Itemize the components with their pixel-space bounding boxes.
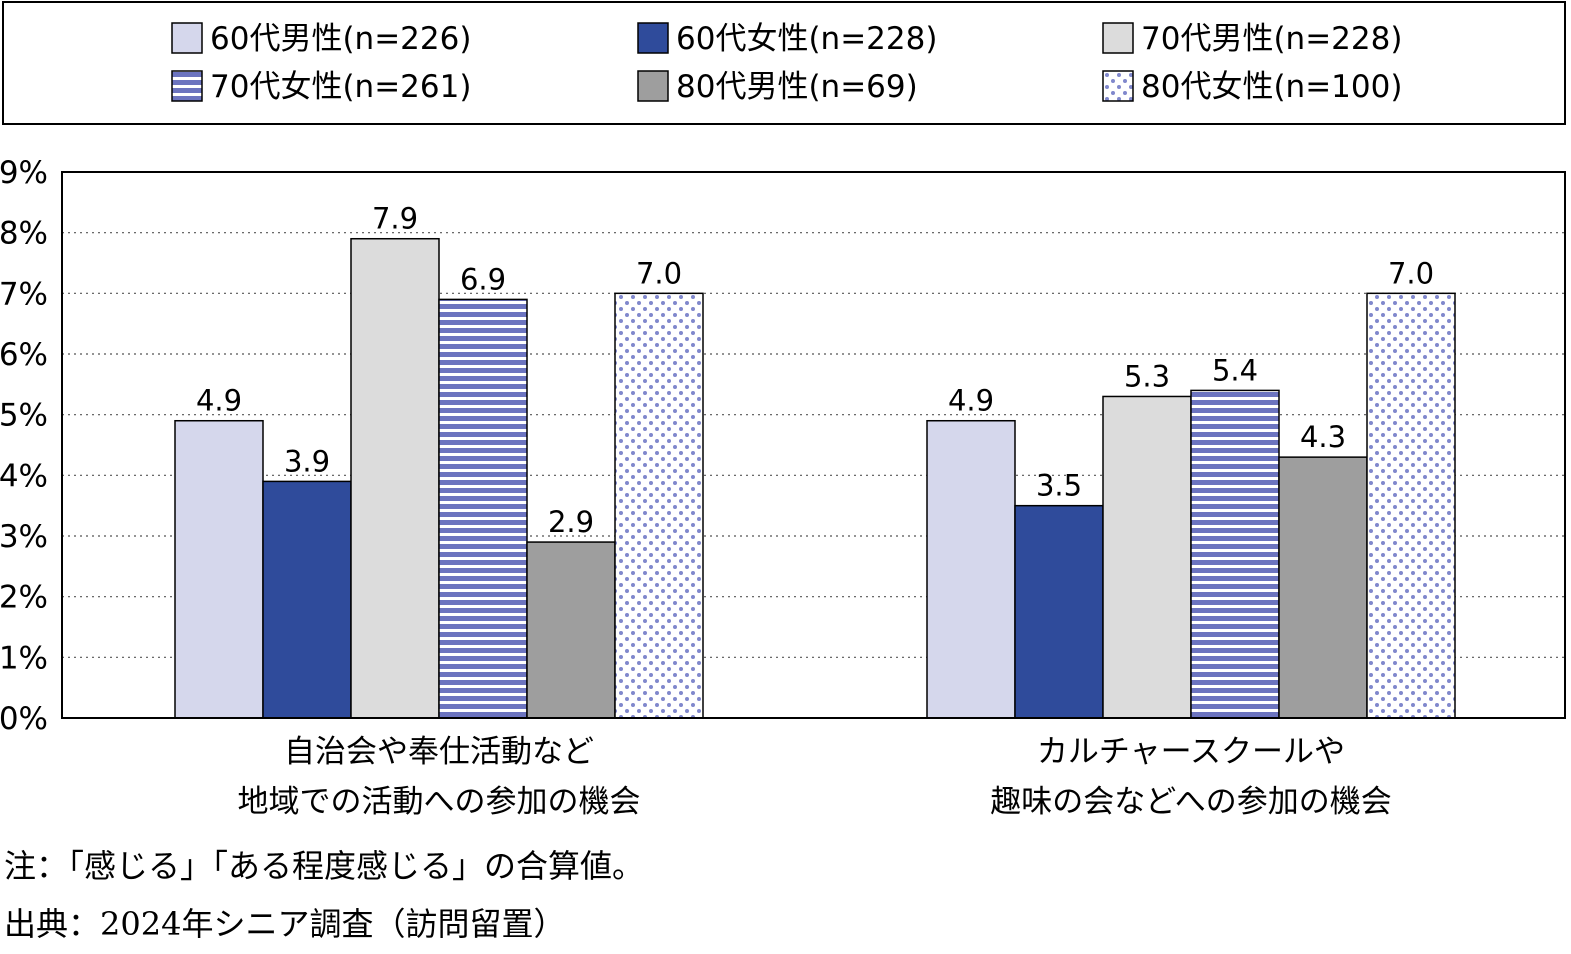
- bar-chart: 60代男性(n=226) 60代女性(n=228) 70代男性(n=228) 70代女…: [0, 1, 1566, 820]
- bar: [1366, 292, 1456, 719]
- bar: [1102, 395, 1192, 719]
- y-tick-label: 9%: [0, 155, 48, 191]
- bar: [614, 292, 704, 719]
- data-label: 6.9: [460, 262, 506, 296]
- y-tick-label: 5%: [0, 398, 48, 434]
- legend-label: 60代女性(n=228): [676, 21, 937, 57]
- data-label: 4.3: [1300, 420, 1346, 454]
- legend-swatch: [1102, 22, 1134, 54]
- legend-label: 70代女性(n=261): [210, 69, 471, 105]
- data-label: 3.5: [1036, 469, 1082, 503]
- legend-label: 80代男性(n=69): [676, 69, 918, 105]
- legend-box: [2, 1, 1566, 125]
- data-label: 7.9: [372, 202, 418, 236]
- data-label: 5.4: [1212, 353, 1258, 387]
- source-text: 出典：2024年シニア調査（訪問留置）: [4, 905, 566, 943]
- x-category-label: 自治会や奉仕活動など: [284, 734, 594, 770]
- y-tick-label: 8%: [0, 216, 48, 252]
- data-label: 2.9: [548, 505, 594, 539]
- bar: [1278, 456, 1368, 719]
- legend-label: 70代男性(n=228): [1141, 21, 1402, 57]
- y-tick-label: 3%: [0, 519, 48, 555]
- y-tick-label: 1%: [0, 640, 48, 676]
- data-label: 7.0: [1388, 256, 1434, 290]
- gridlines: [62, 232, 1565, 658]
- data-labels: 4.9 4.9 3.9 3.5 7.9 5.3 6.9 5.4 2.9 4.3 7.0 7.0: [196, 202, 1434, 539]
- y-tick-label: 7%: [0, 276, 48, 312]
- bar: [1190, 389, 1280, 719]
- legend-swatch: [637, 22, 669, 54]
- y-tick-label: 0%: [0, 701, 48, 737]
- bar: [926, 419, 1016, 719]
- legend-swatch: [1102, 70, 1134, 102]
- bar: [350, 237, 440, 719]
- legend-swatch: [637, 70, 669, 102]
- data-label: 5.3: [1124, 359, 1170, 393]
- legend-swatch: [171, 70, 203, 102]
- x-category-label: 趣味の会などへの参加の機会: [990, 784, 1391, 820]
- data-label: 4.9: [196, 384, 242, 418]
- y-tick-label: 4%: [0, 458, 48, 494]
- bar: [174, 419, 264, 719]
- legend-label: 80代女性(n=100): [1141, 69, 1402, 105]
- bars: [174, 237, 1456, 719]
- data-label: 7.0: [636, 256, 682, 290]
- legend-swatch: [171, 22, 203, 54]
- legend: 60代男性(n=226) 60代女性(n=228) 70代男性(n=228) 70代女…: [171, 21, 1402, 105]
- legend-label: 60代男性(n=226): [210, 21, 471, 57]
- bar: [438, 298, 528, 719]
- bar: [262, 480, 352, 719]
- plot-area-frame: [61, 171, 1566, 719]
- data-label: 3.9: [284, 444, 330, 478]
- data-label: 4.9: [948, 384, 994, 418]
- bar: [1014, 504, 1104, 719]
- note-text: 注：「感じる」「ある程度感じる」の合算値。: [4, 847, 645, 885]
- bar: [526, 541, 616, 719]
- y-axis: 0% 1% 2% 3% 4% 5% 6% 7% 8% 9%: [0, 155, 48, 737]
- x-category-label: 地域での活動への参加の機会: [238, 784, 641, 820]
- y-tick-label: 6%: [0, 337, 48, 373]
- x-category-label: カルチャースクールや: [1037, 734, 1345, 770]
- y-tick-label: 2%: [0, 580, 48, 616]
